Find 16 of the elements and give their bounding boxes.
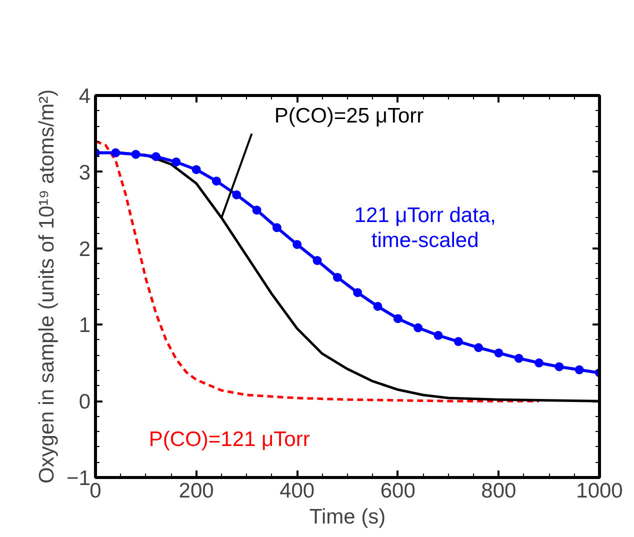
y-tick-label: 4 bbox=[78, 85, 91, 108]
y-axis-title: Oxygen in sample (units of 10¹⁹ atoms/m²) bbox=[36, 89, 59, 484]
y-tick-label: 2 bbox=[78, 238, 91, 261]
x-axis-title: Time (s) bbox=[309, 506, 386, 528]
x-tick-label: 600 bbox=[380, 480, 416, 502]
x-tick-label: 200 bbox=[178, 480, 214, 502]
y-tick-label: 0 bbox=[78, 390, 91, 414]
series-label: P(CO)=121 μTorr bbox=[148, 428, 310, 451]
legend-label: P(CO)=25 μTorr bbox=[274, 104, 424, 128]
y-tick-label: −1 bbox=[66, 467, 91, 490]
x-tick-label: 800 bbox=[481, 480, 516, 502]
x-tick-label: 1000 bbox=[576, 480, 623, 502]
x-tick-label: 400 bbox=[280, 480, 315, 502]
y-tick-label: 1 bbox=[78, 314, 91, 338]
series-label: 121 μTorr data, time-scaled bbox=[354, 204, 496, 252]
y-tick-label: 3 bbox=[78, 161, 91, 184]
